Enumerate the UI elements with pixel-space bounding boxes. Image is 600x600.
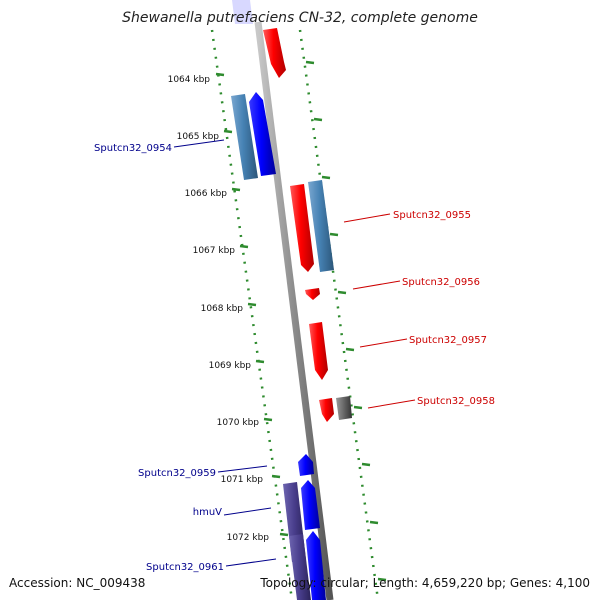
gene-label[interactable]: Sputcn32_0959 xyxy=(138,468,216,479)
leader-line xyxy=(173,139,225,148)
ruler-label: 1068 kbp xyxy=(201,304,244,314)
gene-label[interactable]: Sputcn32_0955 xyxy=(393,210,471,221)
ruler-label: 1067 kbp xyxy=(193,246,236,256)
gene-hmuv[interactable] xyxy=(301,480,320,530)
ruler-label: 1066 kbp xyxy=(185,189,228,199)
gene-0956[interactable] xyxy=(305,288,320,300)
gene-label[interactable]: Sputcn32_0954 xyxy=(94,143,172,154)
gene-0961[interactable] xyxy=(306,531,326,600)
topology-text: Topology: circular; Length: 4,659,220 bp… xyxy=(260,576,590,590)
gene-cds-0954[interactable] xyxy=(231,94,258,180)
gene-0954[interactable] xyxy=(249,92,276,176)
gene-0957[interactable] xyxy=(309,322,328,380)
gene-label[interactable]: Sputcn32_0961 xyxy=(146,562,224,573)
ruler-label: 1064 kbp xyxy=(168,75,211,85)
gene-top-faded[interactable] xyxy=(232,0,253,24)
major-ticks xyxy=(215,60,387,582)
gene-red-top[interactable] xyxy=(263,28,286,78)
gene-label[interactable]: hmuV xyxy=(193,507,222,518)
accession-text: Accession: NC_009438 xyxy=(9,576,146,590)
leader-line xyxy=(352,280,401,290)
gene-0955[interactable] xyxy=(290,184,314,272)
leader-line xyxy=(359,338,408,348)
gene-0959[interactable] xyxy=(298,454,314,476)
gene-cds-0955[interactable] xyxy=(308,180,334,272)
map-title: Shewanella putrefaciens CN-32, complete … xyxy=(122,10,478,26)
leader-line xyxy=(343,213,391,223)
leader-line xyxy=(367,399,416,409)
ruler-label: 1070 kbp xyxy=(217,418,260,428)
leader-line xyxy=(225,558,277,567)
ruler-label: 1069 kbp xyxy=(209,361,252,371)
genome-backbone xyxy=(254,21,334,600)
leader-line xyxy=(217,465,268,473)
ruler-label: 1065 kbp xyxy=(177,132,220,142)
ruler-label: 1071 kbp xyxy=(221,475,264,485)
gene-label[interactable]: Sputcn32_0956 xyxy=(402,277,480,288)
leader-line xyxy=(223,507,272,516)
gene-cds-0961[interactable] xyxy=(289,534,311,600)
gene-label[interactable]: Sputcn32_0957 xyxy=(409,335,487,346)
ruler-label: 1072 kbp xyxy=(227,533,270,543)
gene-label[interactable]: Sputcn32_0958 xyxy=(417,396,495,407)
gene-0958[interactable] xyxy=(319,398,334,422)
gene-cds-0958[interactable] xyxy=(336,396,352,420)
